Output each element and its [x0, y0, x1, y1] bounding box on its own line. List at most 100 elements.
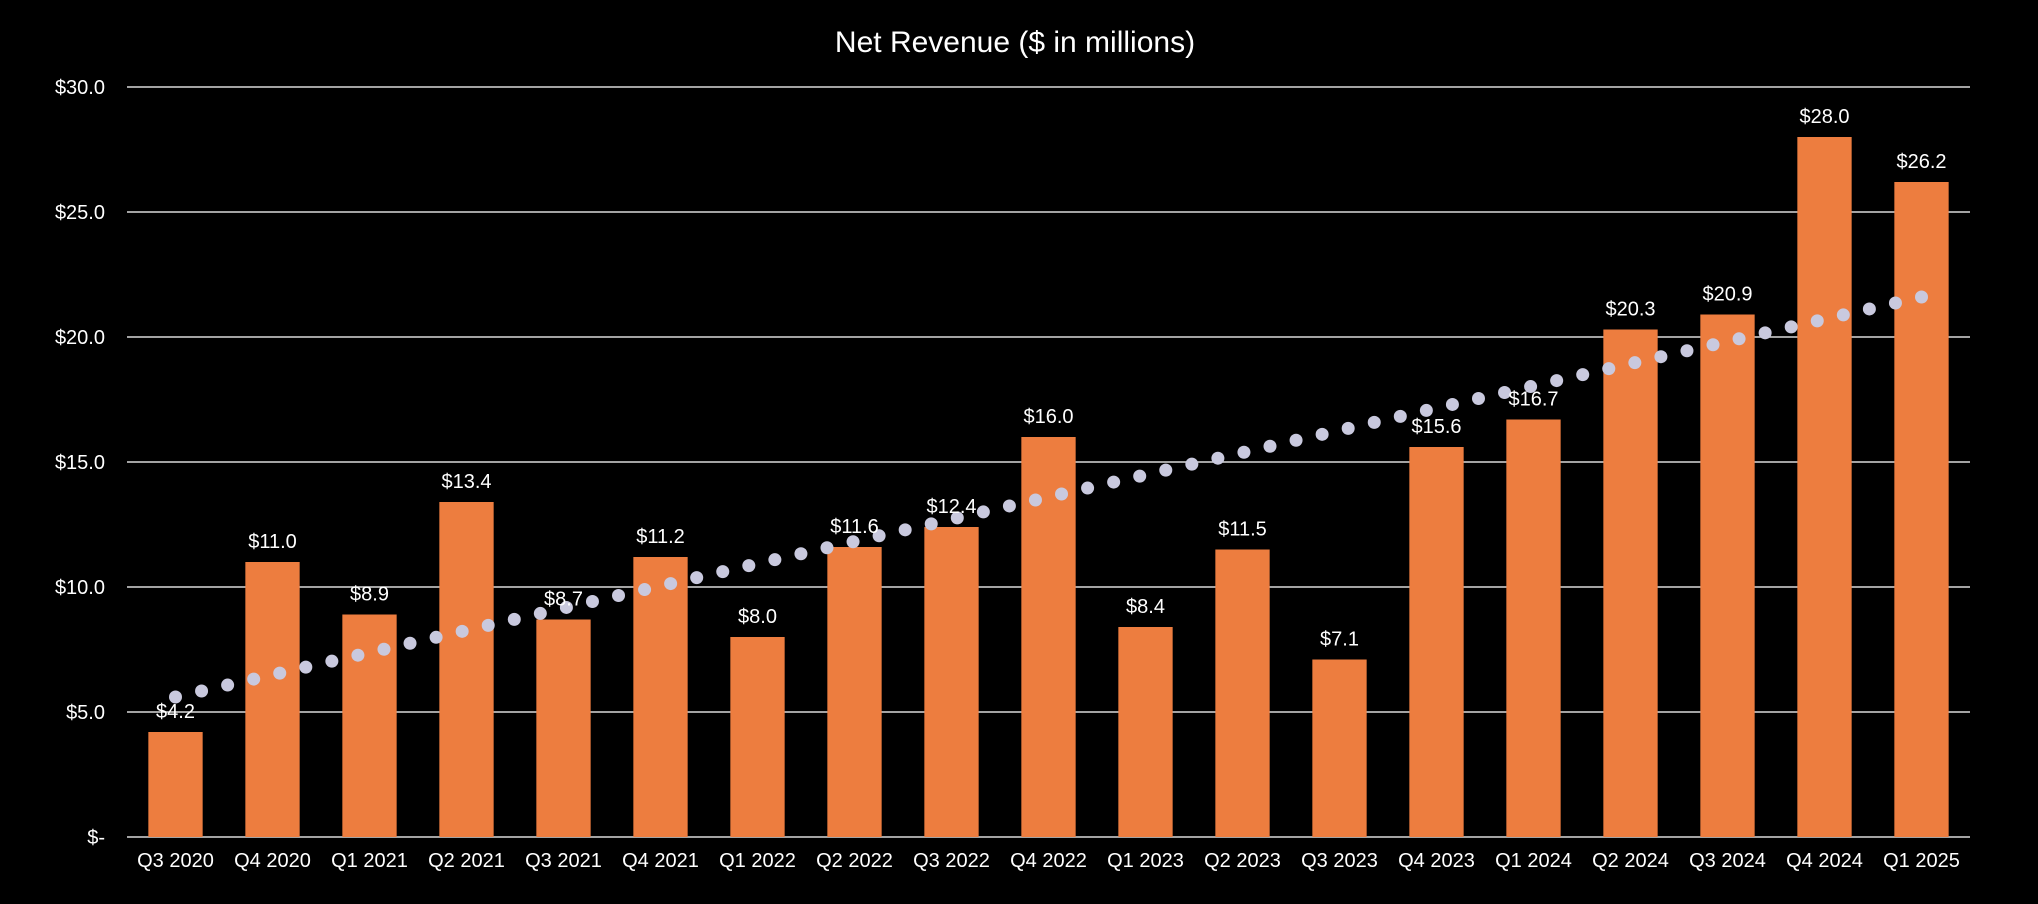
data-label: $16.0	[1023, 406, 1073, 428]
trend-dot	[1002, 499, 1016, 513]
bar	[1700, 314, 1755, 837]
trend-dot	[1550, 374, 1564, 388]
x-tick-label: Q4 2020	[234, 850, 311, 872]
bar	[1603, 329, 1658, 837]
trend-dot	[1419, 403, 1433, 417]
trend-dot	[455, 624, 469, 638]
trend-dot	[1315, 427, 1329, 441]
x-tick-label: Q3 2020	[137, 850, 214, 872]
bar	[1118, 627, 1173, 837]
trend-dot	[221, 678, 235, 692]
x-tick-label: Q4 2023	[1398, 850, 1475, 872]
trend-dot	[976, 505, 990, 519]
trend-dot	[1471, 391, 1485, 405]
data-label: $11.6	[830, 516, 879, 538]
trend-dot	[559, 600, 573, 614]
x-tick-label: Q1 2024	[1495, 850, 1572, 872]
trend-dot	[716, 565, 730, 579]
x-tick-label: Q1 2022	[719, 850, 796, 872]
trend-dot	[299, 660, 313, 674]
trend-dot	[1263, 439, 1277, 453]
y-tick-label: $-	[87, 827, 105, 849]
trend-dot	[1081, 481, 1095, 495]
data-label: $13.4	[441, 471, 491, 493]
data-label: $8.0	[738, 606, 777, 628]
x-tick-label: Q1 2025	[1883, 850, 1960, 872]
y-tick-label: $25.0	[55, 202, 105, 224]
trend-dot	[820, 541, 834, 555]
y-tick-label: $30.0	[55, 77, 105, 99]
x-tick-label: Q3 2021	[525, 850, 602, 872]
trend-dot	[898, 523, 912, 537]
x-tick-label: Q2 2023	[1204, 850, 1281, 872]
data-label: $11.0	[248, 531, 297, 553]
trend-dot	[664, 577, 678, 591]
bar	[1021, 437, 1076, 837]
data-label: $4.2	[156, 701, 195, 723]
x-tick-label: Q4 2022	[1010, 850, 1087, 872]
bar	[439, 502, 494, 837]
bar	[827, 547, 882, 837]
bar	[1797, 137, 1852, 837]
trend-dot	[1393, 409, 1407, 423]
trend-dot	[195, 684, 209, 698]
trend-dot	[1758, 326, 1772, 340]
trend-dot	[1576, 368, 1590, 382]
trend-dot	[273, 666, 287, 680]
trend-dot	[1810, 314, 1824, 328]
x-tick-label: Q2 2022	[816, 850, 893, 872]
trend-dot	[1133, 469, 1147, 483]
trend-dot	[1524, 380, 1538, 394]
x-tick-label: Q3 2022	[913, 850, 990, 872]
x-tick-label: Q2 2024	[1592, 850, 1669, 872]
trend-dot	[690, 571, 704, 585]
trend-dot	[638, 583, 652, 597]
trend-dot	[1211, 451, 1225, 465]
bar	[924, 527, 979, 837]
bar	[633, 557, 688, 837]
trend-dot	[351, 648, 365, 662]
trend-dot	[950, 511, 964, 525]
data-label: $11.5	[1218, 519, 1267, 541]
trend-dot	[1185, 457, 1199, 471]
bar	[536, 619, 591, 837]
bar	[1409, 447, 1464, 837]
trend-dot	[325, 654, 339, 668]
trend-dot	[742, 559, 756, 573]
data-label: $15.6	[1411, 416, 1461, 438]
trend-dot	[1602, 362, 1616, 376]
trend-dot	[1237, 445, 1251, 459]
data-label: $8.9	[350, 584, 389, 606]
x-tick-label: Q4 2021	[622, 850, 699, 872]
bar	[730, 637, 785, 837]
trend-dot	[612, 589, 626, 603]
data-label: $26.2	[1896, 151, 1946, 173]
trend-dot	[1862, 302, 1876, 316]
x-tick-label: Q1 2021	[331, 850, 408, 872]
trend-dot	[247, 672, 261, 686]
trend-dot	[1784, 320, 1798, 334]
trend-dot	[872, 529, 886, 543]
bar	[1894, 182, 1949, 837]
data-label: $28.0	[1799, 106, 1849, 128]
trend-dot	[1445, 397, 1459, 411]
y-tick-label: $10.0	[55, 577, 105, 599]
data-label: $20.3	[1605, 299, 1655, 321]
trend-dot	[1654, 350, 1668, 364]
trend-dot	[1628, 356, 1642, 370]
trend-dot	[794, 547, 808, 561]
bar	[245, 562, 300, 837]
data-label: $8.4	[1126, 596, 1165, 618]
trend-dot	[1680, 344, 1694, 358]
trend-dot	[1159, 463, 1173, 477]
trendline	[169, 290, 1928, 704]
trend-dot	[585, 594, 599, 608]
y-tick-label: $15.0	[55, 452, 105, 474]
trend-dot	[1915, 290, 1928, 304]
trend-dot	[507, 612, 521, 626]
trend-dot	[924, 517, 938, 531]
x-tick-label: Q3 2023	[1301, 850, 1378, 872]
trend-dot	[1107, 475, 1121, 489]
